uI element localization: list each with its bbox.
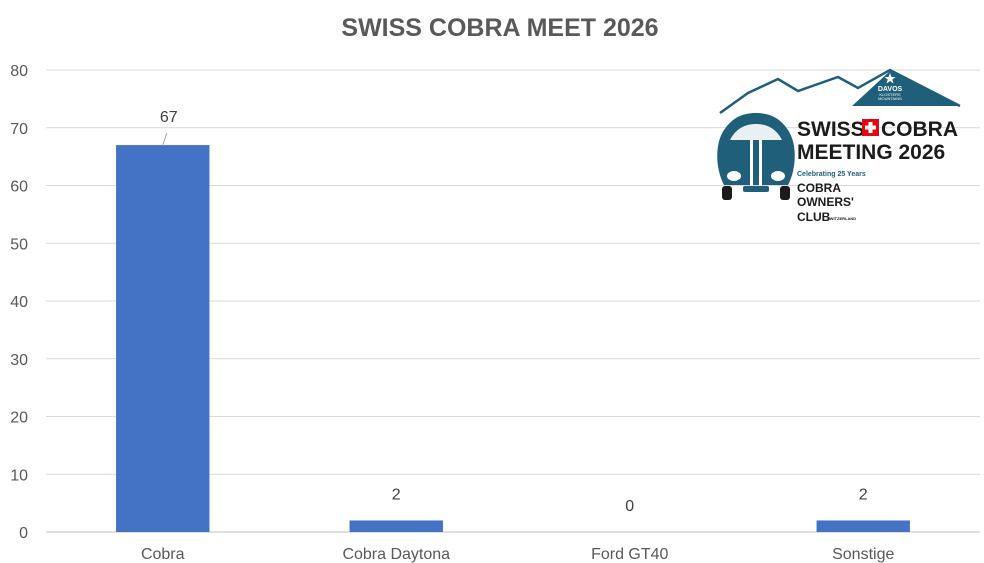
y-tick-label: 20 — [10, 410, 28, 427]
y-tick-label: 0 — [19, 525, 28, 542]
x-category-label: Cobra — [141, 546, 185, 563]
y-tick-label: 70 — [10, 121, 28, 138]
logo-meeting-text: MEETING 2026 — [797, 141, 945, 164]
logo-cobra-text: COBRA — [881, 118, 958, 141]
swiss-cobra-meeting-logo: DAVOS KLOSTERS MOUNTAINS SWISS COBRA MEE… — [717, 68, 961, 224]
y-tick-label: 80 — [10, 63, 28, 80]
data-label: 0 — [625, 498, 634, 515]
data-label-leader — [162, 132, 168, 146]
y-tick-label: 50 — [10, 236, 28, 253]
data-label: 67 — [160, 109, 178, 126]
davos-sub1-text: KLOSTERS — [879, 92, 901, 97]
x-axis-labels: Cobra Cobra Daytona Ford GT40 Sonstige — [141, 546, 895, 563]
data-label: 2 — [392, 486, 401, 503]
y-tick-label: 60 — [10, 179, 28, 196]
x-category-label: Ford GT40 — [591, 546, 668, 563]
chart-title: SWISS COBRA MEET 2026 — [341, 14, 658, 42]
bar-cobra — [116, 145, 210, 532]
y-axis-ticks: 0 10 20 30 40 50 60 70 80 — [10, 63, 28, 542]
davos-sub2-text: MOUNTAINS — [878, 96, 902, 101]
cobra-car-icon — [717, 113, 795, 200]
logo-club-country: SWITZERLAND — [827, 216, 856, 221]
logo-club-line2: OWNERS' — [797, 195, 854, 209]
davos-text: DAVOS — [878, 86, 903, 93]
data-labels: 67 2 0 2 — [160, 109, 868, 515]
mountain-outline-icon — [719, 68, 961, 115]
y-tick-label: 30 — [10, 352, 28, 369]
data-label: 2 — [859, 486, 868, 503]
logo-club-line3: CLUB — [797, 210, 831, 224]
y-tick-label: 40 — [10, 294, 28, 311]
logo-club-line1: COBRA — [797, 181, 841, 195]
davos-peak-icon — [852, 71, 960, 106]
bars — [116, 145, 910, 532]
logo-swiss-text: SWISS — [797, 118, 865, 141]
y-tick-label: 10 — [10, 467, 28, 484]
x-category-label: Cobra Daytona — [342, 546, 450, 563]
bar-cobra-daytona — [349, 520, 443, 532]
logo-tagline-text: Celebrating 25 Years — [797, 171, 866, 178]
x-category-label: Sonstige — [832, 546, 894, 563]
bar-sonstige — [816, 520, 910, 532]
davos-star-icon — [884, 73, 896, 84]
